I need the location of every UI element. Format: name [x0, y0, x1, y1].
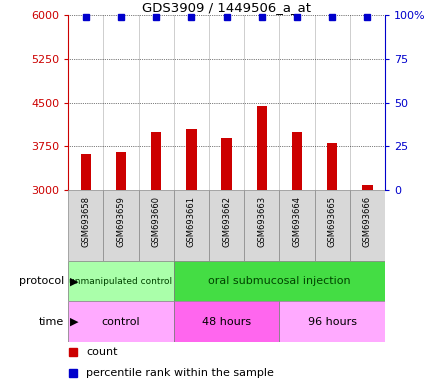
Bar — [350, 190, 385, 261]
Bar — [103, 190, 139, 261]
Bar — [209, 190, 244, 261]
Bar — [68, 190, 103, 261]
Bar — [257, 106, 267, 190]
Bar — [244, 190, 279, 261]
Text: GSM693664: GSM693664 — [293, 196, 301, 247]
Title: GDS3909 / 1449506_a_at: GDS3909 / 1449506_a_at — [142, 1, 311, 14]
Bar — [279, 301, 385, 342]
Bar — [315, 190, 350, 261]
Text: GSM693662: GSM693662 — [222, 196, 231, 247]
Bar — [174, 301, 279, 342]
Text: control: control — [102, 316, 140, 327]
Text: oral submucosal injection: oral submucosal injection — [208, 276, 351, 286]
Text: ▶: ▶ — [70, 316, 79, 327]
Text: protocol: protocol — [18, 276, 64, 286]
Text: ▶: ▶ — [70, 276, 79, 286]
Text: GSM693660: GSM693660 — [152, 196, 161, 247]
Bar — [68, 301, 174, 342]
Text: 48 hours: 48 hours — [202, 316, 251, 327]
Bar — [151, 132, 161, 190]
Bar — [139, 190, 174, 261]
Bar — [81, 154, 91, 190]
Bar — [186, 129, 197, 190]
Bar — [292, 132, 302, 190]
Bar — [174, 261, 385, 301]
Text: percentile rank within the sample: percentile rank within the sample — [86, 368, 274, 379]
Bar — [68, 261, 174, 301]
Text: GSM693666: GSM693666 — [363, 196, 372, 247]
Text: GSM693661: GSM693661 — [187, 196, 196, 247]
Text: GSM693659: GSM693659 — [117, 196, 125, 247]
Text: unmanipulated control: unmanipulated control — [70, 277, 172, 286]
Bar — [116, 152, 126, 190]
Bar — [279, 190, 315, 261]
Bar — [221, 138, 232, 190]
Bar — [327, 144, 337, 190]
Bar — [362, 185, 373, 190]
Bar — [174, 190, 209, 261]
Text: count: count — [86, 347, 117, 358]
Text: time: time — [39, 316, 64, 327]
Text: GSM693663: GSM693663 — [257, 196, 266, 247]
Text: GSM693665: GSM693665 — [328, 196, 337, 247]
Text: 96 hours: 96 hours — [308, 316, 357, 327]
Text: GSM693658: GSM693658 — [81, 196, 90, 247]
